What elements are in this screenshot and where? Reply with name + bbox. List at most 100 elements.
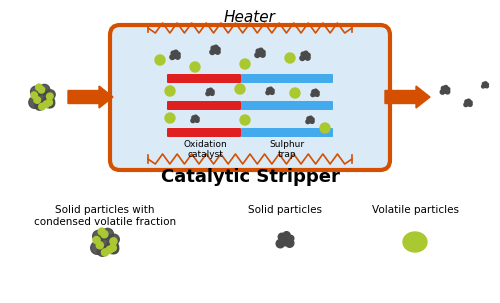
Circle shape — [306, 55, 310, 60]
Circle shape — [165, 86, 175, 96]
Circle shape — [484, 82, 487, 85]
Circle shape — [207, 89, 210, 92]
Circle shape — [208, 89, 212, 95]
Circle shape — [38, 86, 44, 93]
Circle shape — [191, 119, 195, 123]
Circle shape — [269, 87, 272, 91]
Circle shape — [46, 90, 55, 99]
Circle shape — [192, 116, 195, 119]
Circle shape — [109, 234, 120, 245]
Circle shape — [174, 50, 178, 55]
Circle shape — [235, 84, 245, 94]
Circle shape — [172, 52, 178, 58]
Circle shape — [39, 85, 50, 95]
Circle shape — [211, 46, 216, 50]
Circle shape — [36, 84, 43, 91]
Ellipse shape — [403, 232, 427, 252]
Circle shape — [101, 231, 108, 238]
Circle shape — [46, 99, 54, 108]
Circle shape — [109, 244, 116, 251]
Circle shape — [306, 120, 310, 124]
Circle shape — [192, 116, 198, 122]
Circle shape — [467, 99, 470, 102]
Circle shape — [316, 91, 319, 94]
Circle shape — [482, 82, 485, 85]
Circle shape — [442, 86, 446, 90]
Circle shape — [210, 92, 214, 95]
Circle shape — [93, 236, 100, 244]
Text: Catalytic Stripper: Catalytic Stripper — [160, 168, 340, 186]
Circle shape — [444, 85, 448, 89]
Circle shape — [255, 53, 260, 58]
Circle shape — [155, 55, 165, 65]
Circle shape — [309, 116, 312, 119]
Circle shape — [38, 103, 46, 110]
Circle shape — [31, 92, 38, 98]
FancyBboxPatch shape — [110, 25, 390, 170]
Circle shape — [312, 90, 318, 96]
Circle shape — [102, 249, 108, 256]
Circle shape — [276, 239, 284, 248]
Circle shape — [98, 228, 106, 235]
Circle shape — [209, 88, 212, 92]
Circle shape — [214, 45, 218, 49]
Circle shape — [97, 246, 108, 256]
Circle shape — [288, 235, 294, 241]
Circle shape — [216, 47, 220, 51]
Circle shape — [211, 90, 214, 93]
Circle shape — [286, 239, 294, 247]
FancyBboxPatch shape — [241, 74, 333, 83]
FancyArrow shape — [68, 86, 113, 108]
Circle shape — [165, 113, 175, 123]
Circle shape — [34, 97, 40, 103]
Circle shape — [270, 91, 274, 94]
FancyBboxPatch shape — [241, 128, 333, 137]
Circle shape — [35, 101, 44, 110]
Text: Solid particles: Solid particles — [248, 205, 322, 215]
Circle shape — [96, 242, 104, 249]
Circle shape — [312, 90, 315, 93]
Circle shape — [210, 50, 214, 55]
FancyBboxPatch shape — [167, 128, 241, 137]
Circle shape — [92, 230, 104, 242]
Circle shape — [110, 238, 117, 245]
Circle shape — [106, 241, 118, 254]
Text: Sulphur
trap: Sulphur trap — [270, 140, 304, 159]
Circle shape — [102, 228, 114, 240]
Circle shape — [483, 83, 487, 87]
Circle shape — [464, 103, 468, 107]
Circle shape — [267, 88, 270, 91]
Circle shape — [468, 102, 472, 106]
Circle shape — [96, 234, 114, 251]
Circle shape — [171, 51, 175, 55]
Circle shape — [259, 48, 263, 52]
Circle shape — [311, 118, 314, 121]
Circle shape — [466, 100, 470, 106]
Circle shape — [290, 88, 300, 98]
Circle shape — [176, 52, 180, 56]
Circle shape — [240, 59, 250, 69]
Circle shape — [446, 88, 450, 91]
Circle shape — [440, 90, 444, 94]
Circle shape — [271, 89, 274, 92]
Circle shape — [42, 96, 54, 108]
Circle shape — [306, 53, 310, 57]
Circle shape — [304, 51, 308, 55]
Circle shape — [206, 92, 210, 96]
Circle shape — [256, 50, 264, 56]
Circle shape — [314, 89, 318, 92]
Circle shape — [311, 93, 315, 97]
Circle shape — [469, 101, 472, 104]
Circle shape — [46, 99, 52, 106]
Circle shape — [190, 62, 200, 72]
Circle shape — [170, 55, 174, 59]
FancyArrow shape — [385, 86, 430, 108]
Circle shape — [315, 92, 319, 96]
Circle shape — [106, 246, 113, 253]
Circle shape — [268, 88, 272, 94]
Circle shape — [110, 245, 118, 254]
FancyBboxPatch shape — [241, 101, 333, 110]
Circle shape — [216, 49, 220, 54]
Circle shape — [300, 56, 304, 61]
Circle shape — [486, 83, 488, 86]
